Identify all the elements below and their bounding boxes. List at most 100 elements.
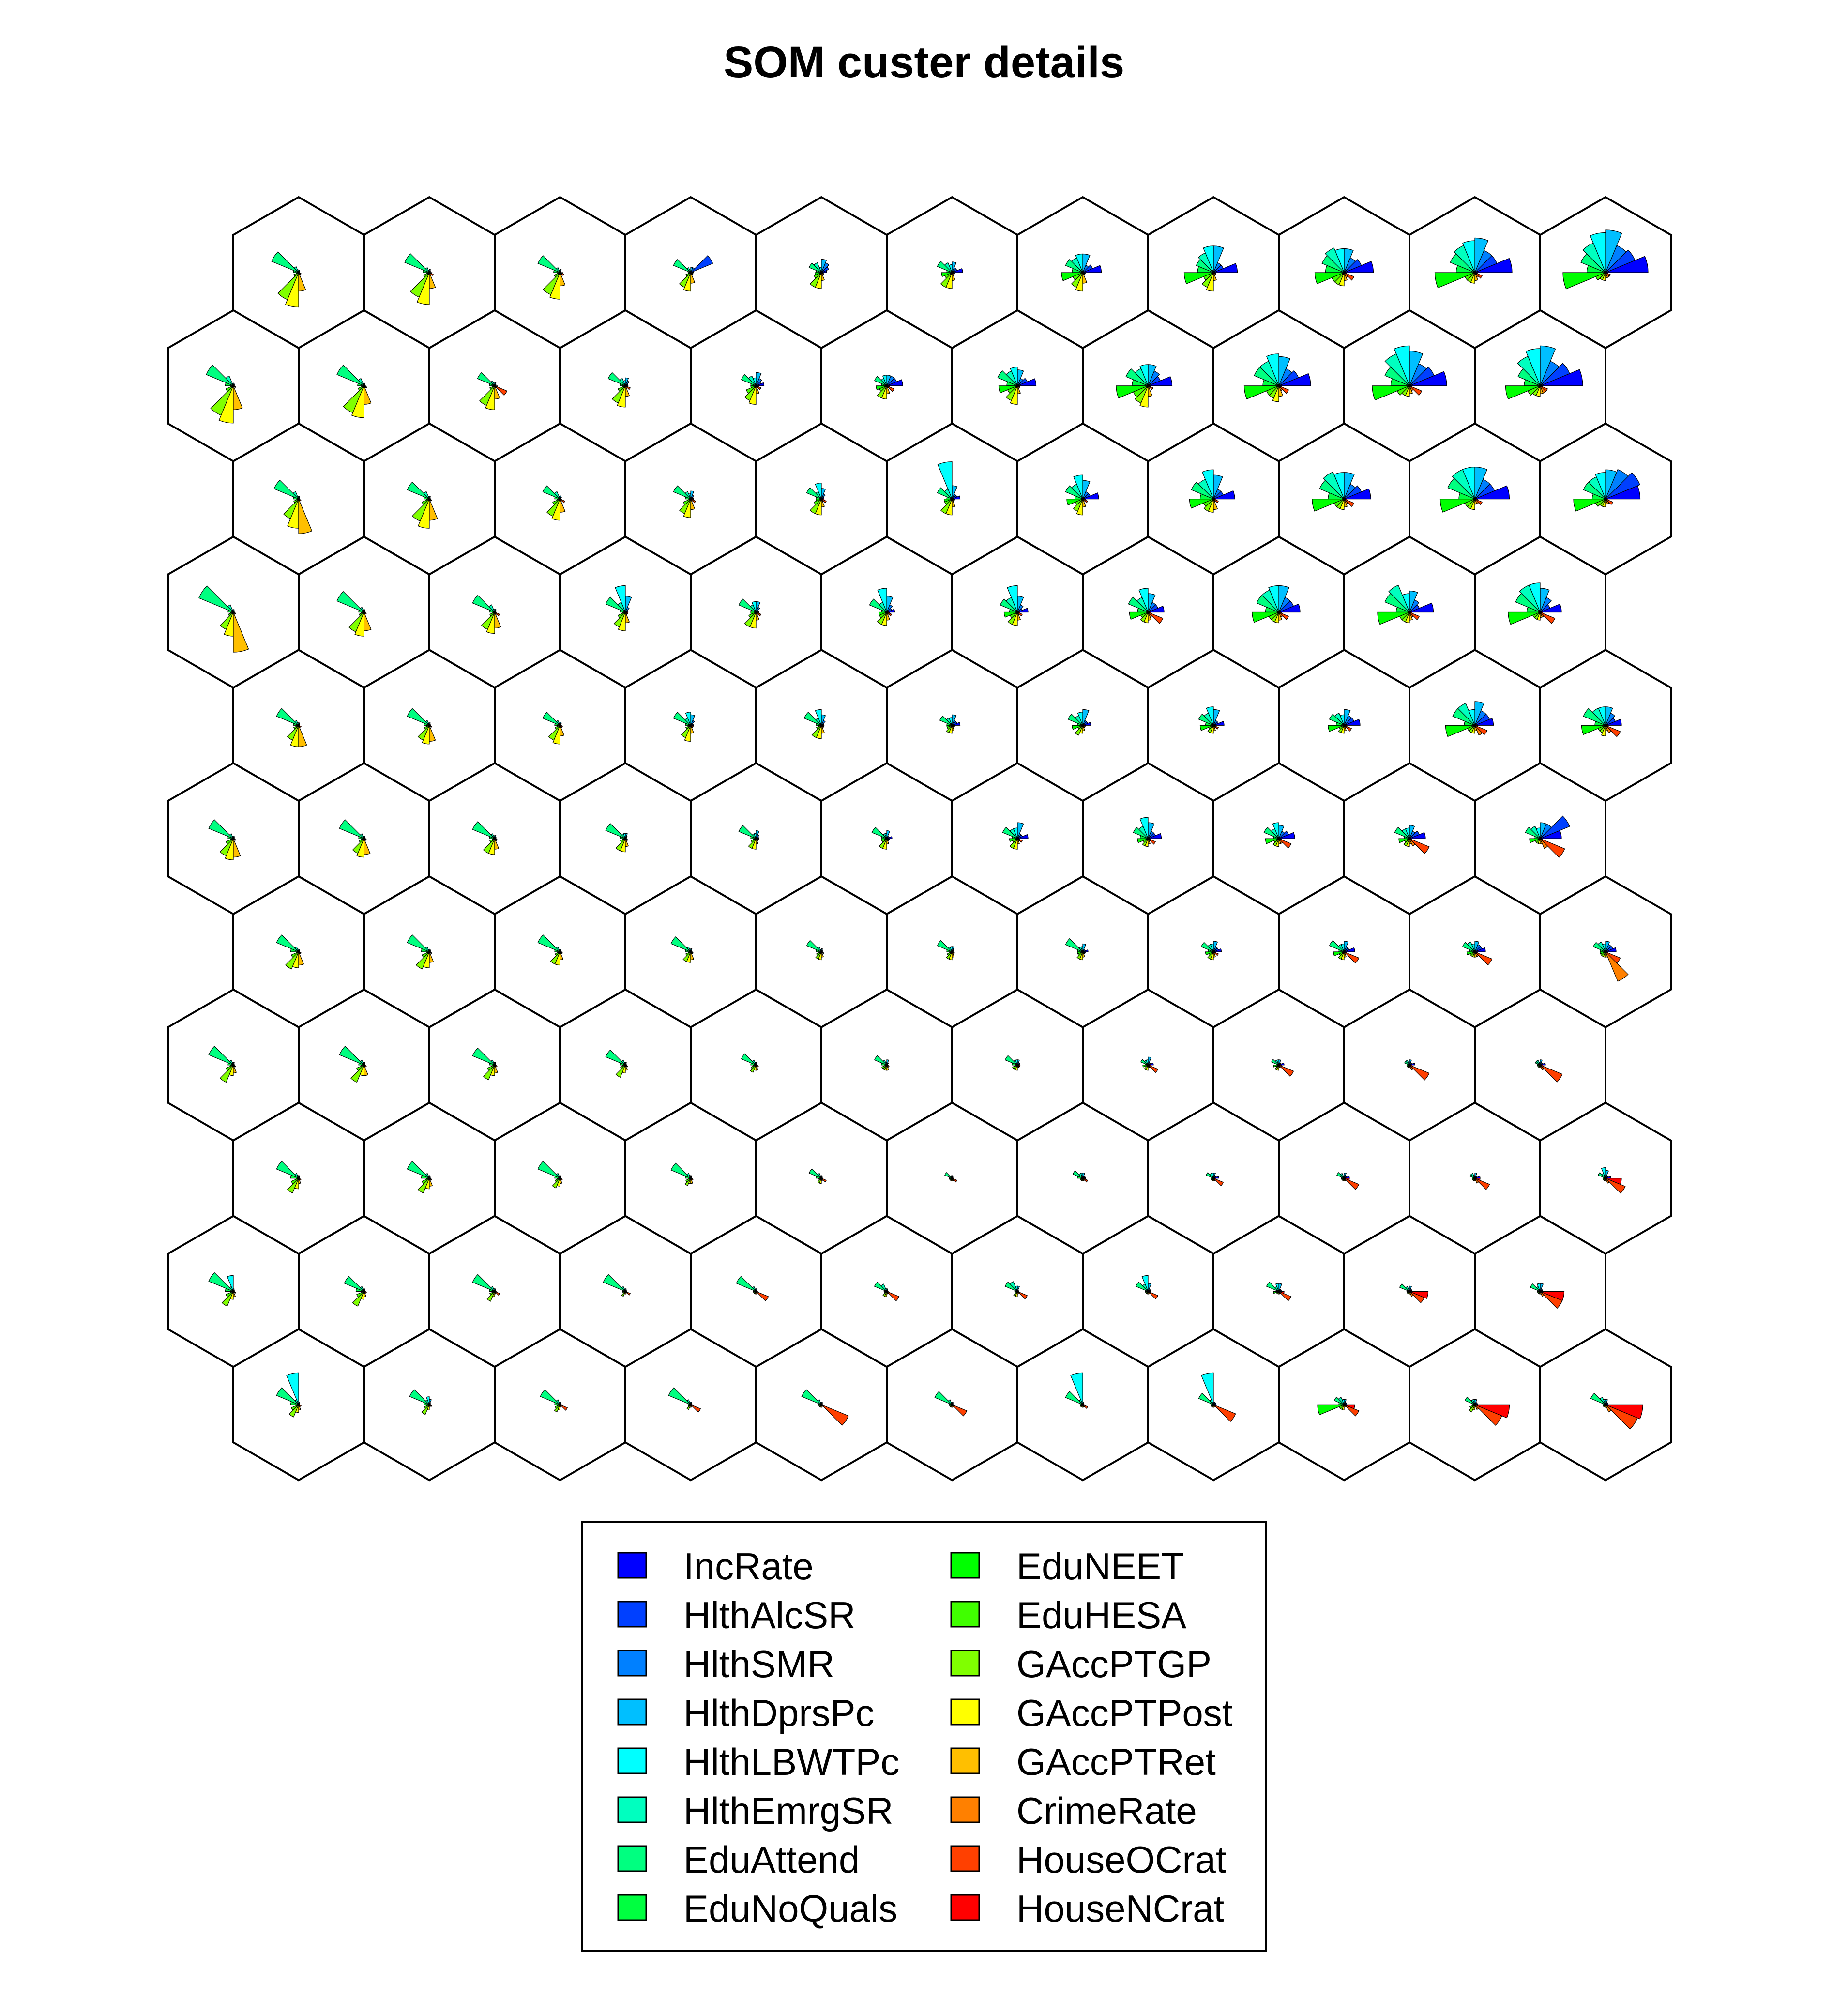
fan-segment-edunoquals [620,383,626,386]
fan-segment-gaccptret [298,499,313,534]
som-unit-fan [1002,822,1029,850]
som-unit-fan [1372,345,1447,401]
fan-segment-gaccptret [233,838,241,858]
fan-segment-eduattend [1206,1172,1214,1179]
fan-segment-edunoquals [554,1176,560,1179]
fan-segment-housencrat [625,385,629,387]
som-unit-fan [407,1161,433,1193]
fan-segment-gaccptpost [418,499,430,529]
som-unit-fan [603,1274,631,1297]
fan-segment-eduattend [806,487,822,500]
fan-segment-hlthalcsr [1540,363,1570,386]
fan-segment-eduattend [472,821,495,839]
fan-segment-housencrat [821,499,825,501]
fan-segment-edunoquals [946,949,953,952]
legend-swatch-crimerate [950,1796,980,1823]
fan-segment-incrate [1605,256,1649,273]
fan-segment-edunoquals [489,1289,495,1292]
fan-segment-gaccptret [364,612,372,631]
fan-segment-housencrat [756,838,759,840]
fan-glyph-layer [198,229,1649,1430]
som-unit-fan [1530,1283,1565,1309]
fan-segment-gaccptpost [1210,725,1214,734]
som-unit-fan [741,1053,759,1073]
fan-segment-housencrat [1540,838,1544,840]
fan-segment-eduattend [605,823,626,839]
fan-segment-eduattend [673,259,691,273]
som-unit-fan [803,709,826,739]
fan-segment-houseocrat [1213,499,1219,504]
fan-segment-gaccptpost [1015,1291,1018,1298]
fan-segment-houseocrat [1605,499,1613,505]
legend-label-gaccptgp: GAccPTGP [1016,1643,1212,1685]
fan-segment-eduattend [1394,826,1410,839]
fan-segment-gaccptpost [815,499,822,516]
fan-segment-houseocrat [886,611,892,617]
fan-segment-eduattend [1196,259,1214,273]
fan-segment-housencrat [952,499,955,501]
legend-swatch-gaccptgp [950,1650,980,1677]
fan-segment-eduattend [339,819,364,839]
fan-segment-housencrat [364,1291,366,1293]
fan-segment-gaccptpost [1339,499,1345,510]
fan-segment-gaccptpost [1340,951,1345,961]
som-unit-fan [937,940,955,961]
fan-segment-eduattend [1462,942,1475,952]
fan-segment-gaccptret [494,385,500,399]
fan-segment-houseocrat [1605,272,1611,277]
legend-label-edunoquals: EduNoQuals [683,1887,897,1930]
fan-segment-hlthdprspc [690,267,693,273]
som-unit-fan [1399,1283,1429,1303]
fan-segment-hlthdprspc [821,948,823,952]
fan-segment-hlthdprspc [1344,941,1349,952]
fan-segment-edunoquals [421,1175,430,1179]
fan-segment-gaccptpost [948,951,953,961]
fan-segment-eduattend [1583,481,1606,500]
fan-segment-gaccptret [690,951,695,961]
som-unit-fan [208,819,241,860]
fan-segment-gaccptpost [1405,385,1410,397]
fan-segment-gaccptgp [686,1404,691,1410]
fan-segment-eduattend [1535,1061,1541,1066]
fan-segment-housencrat [1605,951,1609,953]
som-unit-fan [1573,469,1641,512]
fan-segment-edunoquals [620,610,626,613]
fan-segment-eduattend [1590,1393,1606,1405]
fan-segment-gaccptpost [686,951,691,963]
som-unit-fan [1189,469,1235,513]
fan-segment-housencrat [1017,611,1021,614]
fan-segment-edunoquals [489,610,495,613]
fan-segment-housencrat [1278,611,1282,614]
fan-segment-gaccptgp [415,951,430,970]
fan-segment-housencrat [625,1291,627,1293]
fan-segment-eduattend [670,1162,691,1179]
fan-segment-housencrat [233,1291,235,1293]
fan-segment-gaccptpost [1144,838,1149,847]
fan-segment-gaccptpost [1276,1065,1279,1071]
fan-segment-eduattend [803,712,822,726]
fan-segment-edunoquals [620,1062,626,1066]
fan-segment-eduattend [1450,253,1475,273]
fan-segment-housencrat [1213,272,1217,274]
fan-segment-gaccptpost [1076,499,1083,516]
fan-segment-edunoquals [554,1402,560,1405]
fan-segment-housencrat [1409,1065,1413,1067]
som-unit-fan [1266,1282,1292,1301]
som-unit-fan [934,1391,968,1417]
fan-segment-houseocrat [1409,385,1423,396]
fan-segment-housencrat [429,1178,431,1179]
fan-segment-gaccptpost [1075,272,1083,292]
fan-segment-gaccptpost [948,725,953,734]
fan-segment-hlthdprspc [560,495,562,499]
fan-segment-houseocrat [1278,385,1289,394]
fan-segment-hlthemrgsr [1517,356,1541,386]
fan-segment-hlthalcsr [1409,367,1435,386]
fan-segment-gaccptgp [486,1291,495,1302]
fan-segment-hlthlbwtpc [1200,1372,1214,1405]
fan-segment-housencrat [1148,838,1151,840]
fan-segment-houseocrat [690,499,696,504]
fan-segment-houseocrat [1474,272,1483,279]
fan-segment-gaccptpost [1079,951,1083,961]
fan-segment-eduattend [1200,942,1214,952]
